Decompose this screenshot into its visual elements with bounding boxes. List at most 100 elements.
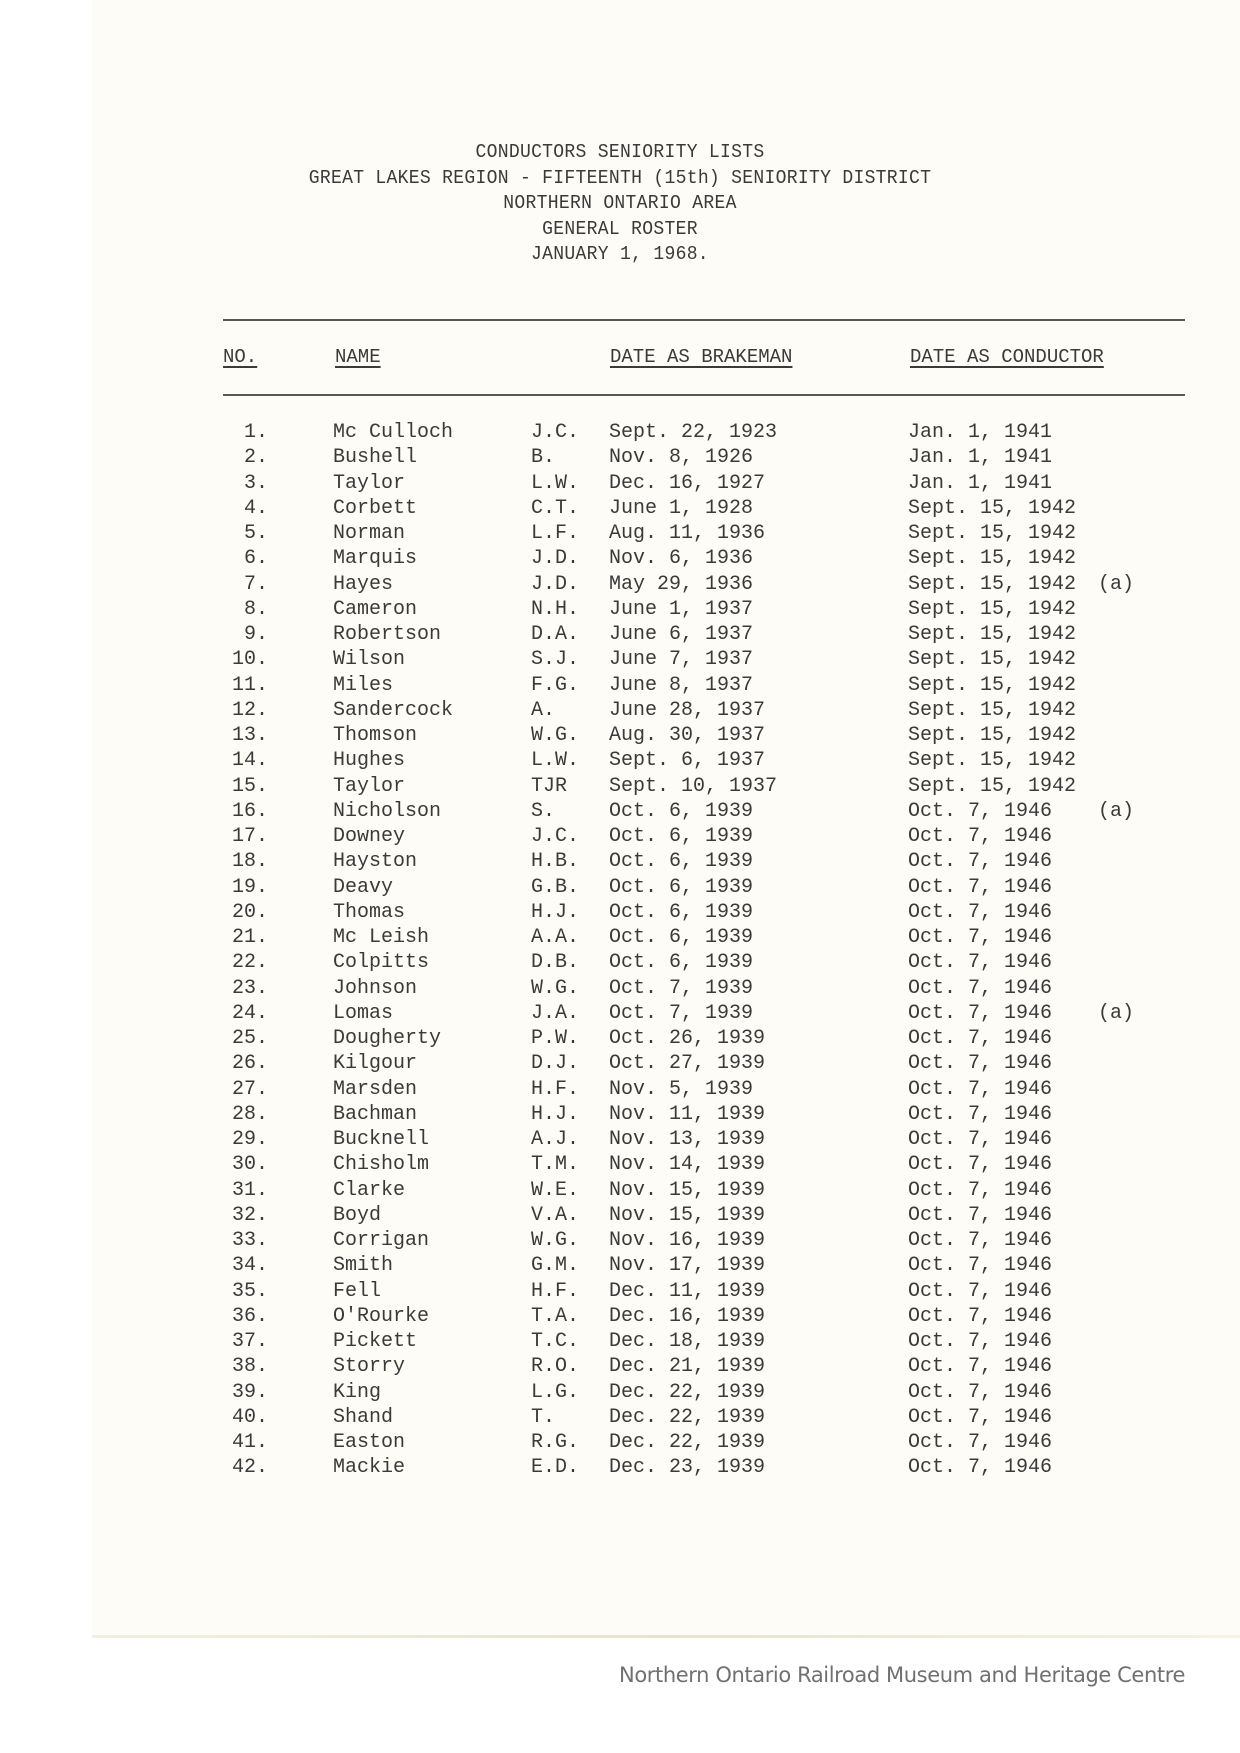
row-initials: J.A. (531, 1001, 580, 1025)
row-initials: W.E. (531, 1178, 580, 1202)
column-header-conductor: DATE AS CONDUCTOR (910, 346, 1104, 368)
row-initials: T.A. (531, 1304, 580, 1328)
row-date-brakeman: Oct. 7, 1939 (609, 1001, 754, 1025)
row-initials: W.G. (531, 1229, 580, 1252)
row-date-brakeman: Sept. 6, 1937 (609, 749, 766, 773)
row-initials: L.W. (531, 749, 580, 773)
table-row: 5. Norman L.F. Aug. 11, 1936 Sept. 15, 1942 (0, 521, 1240, 546)
row-date-brakeman: Dec. 11, 1939 (609, 1279, 766, 1303)
table-row: 3. Taylor L.W. Dec. 16, 1927 Jan. 1, 1941 (0, 471, 1240, 496)
table-row: 29. Bucknell A.J. Nov. 13, 1939 Oct. 7, 1946 (0, 1127, 1240, 1152)
row-initials: F.G. (531, 673, 580, 697)
row-date-conductor: Oct. 7, 1946 (908, 1153, 1053, 1177)
row-initials: D.A. (531, 623, 580, 646)
row-date-conductor: Oct. 7, 1946 (908, 825, 1053, 848)
row-date-conductor: Sept. 15, 1942 (908, 597, 1077, 621)
table-row: 34. Smith G.M. Nov. 17, 1939 Oct. 7, 1946 (0, 1253, 1240, 1278)
table-row: 6. Marquis J.D. Nov. 6, 1936 Sept. 15, 1942 (0, 546, 1240, 571)
row-name: Taylor (333, 774, 406, 798)
row-number: 37. (231, 1330, 268, 1353)
table-row: 28. Bachman H.J. Nov. 11, 1939 Oct. 7, 1946 (0, 1102, 1240, 1127)
row-name: Hayston (333, 850, 418, 874)
row-date-brakeman: June 7, 1937 (609, 648, 754, 672)
table-row: 27. Marsden H.F. Nov. 5, 1939 Oct. 7, 1946 (0, 1077, 1240, 1102)
row-initials: S.J. (531, 648, 580, 672)
table-row: 42. Mackie E.D. Dec. 23, 1939 Oct. 7, 1946 (0, 1455, 1240, 1480)
row-date-conductor: Sept. 15, 1942 (908, 522, 1077, 545)
row-initials: G.M. (531, 1254, 580, 1278)
row-date-brakeman: Aug. 30, 1937 (609, 724, 766, 747)
row-initials: W.G. (531, 724, 580, 747)
row-name: Bachman (333, 1102, 418, 1126)
header-rule (223, 394, 1185, 396)
title-date: JANUARY 1, 1968. (531, 243, 709, 265)
row-number: 23. (231, 976, 268, 1000)
row-initials: R.O. (531, 1355, 580, 1379)
row-date-conductor: Oct. 7, 1946 (908, 1229, 1053, 1252)
column-header-brakeman: DATE AS BRAKEMAN (610, 346, 793, 368)
row-number: 17. (231, 825, 268, 848)
row-initials: H.J. (531, 1102, 580, 1126)
row-name: Sandercock (333, 698, 454, 722)
table-row: 20. Thomas H.J. Oct. 6, 1939 Oct. 7, 1946 (0, 900, 1240, 925)
row-date-conductor: Oct. 7, 1946 (908, 875, 1053, 899)
row-date-brakeman: Nov. 14, 1939 (609, 1153, 766, 1177)
table-row: 1. Mc Culloch J.C. Sept. 22, 1923 Jan. 1, 19… (0, 420, 1240, 445)
table-row: 26. Kilgour D.J. Oct. 27, 1939 Oct. 7, 1946 (0, 1051, 1240, 1076)
row-date-conductor: Jan. 1, 1941 (908, 471, 1053, 495)
row-date-conductor: Sept. 15, 1942 (908, 673, 1077, 697)
row-name: Easton (333, 1431, 406, 1454)
table-row: 25. Dougherty P.W. Oct. 26, 1939 Oct. 7, 194… (0, 1026, 1240, 1051)
table-row: 16. Nicholson S. Oct. 6, 1939 Oct. 7, 1946 (a… (0, 799, 1240, 824)
row-date-conductor: Sept. 15, 1942 (908, 724, 1077, 747)
row-date-brakeman: June 1, 1937 (609, 597, 754, 621)
row-number: 34. (231, 1254, 268, 1278)
row-date-conductor: Jan. 1, 1941 (908, 421, 1053, 444)
row-number: 11. (231, 673, 268, 697)
row-initials: J.D. (531, 572, 580, 596)
table-row: 30. Chisholm T.M. Nov. 14, 1939 Oct. 7, 1946 (0, 1152, 1240, 1177)
row-date-conductor: Oct. 7, 1946 (908, 1027, 1053, 1050)
row-number: 32. (231, 1203, 268, 1227)
table-row: 23. Johnson W.G. Oct. 7, 1939 Oct. 7, 1946 (0, 976, 1240, 1001)
row-date-conductor: Oct. 7, 1946 (908, 1330, 1053, 1353)
row-initials: J.C. (531, 825, 580, 848)
row-note: (a) (1098, 1001, 1135, 1025)
table-row: 19. Deavy G.B. Oct. 6, 1939 Oct. 7, 1946 (0, 875, 1240, 900)
row-date-conductor: Oct. 7, 1946 (908, 951, 1053, 975)
row-name: Marquis (333, 547, 418, 571)
row-name: Shand (333, 1405, 394, 1429)
row-name: Johnson (333, 976, 418, 1000)
row-note: (a) (1098, 799, 1135, 823)
row-initials: H.F. (531, 1077, 580, 1101)
row-date-brakeman: Oct. 6, 1939 (609, 850, 754, 874)
row-date-conductor: Sept. 15, 1942 (908, 572, 1077, 596)
row-date-conductor: Oct. 7, 1946 (908, 1001, 1053, 1025)
row-initials: H.F. (531, 1279, 580, 1303)
table-row: 38. Storry R.O. Dec. 21, 1939 Oct. 7, 1946 (0, 1354, 1240, 1379)
row-name: Thomson (333, 724, 418, 747)
row-number: 13. (231, 724, 268, 747)
row-number: 30. (231, 1153, 268, 1177)
row-date-conductor: Sept. 15, 1942 (908, 698, 1077, 722)
row-date-conductor: Jan. 1, 1941 (908, 446, 1053, 470)
row-date-brakeman: June 8, 1937 (609, 673, 754, 697)
row-number: 19. (231, 875, 268, 899)
row-number: 41. (231, 1431, 268, 1454)
row-initials: T.M. (531, 1153, 580, 1177)
row-name: Storry (333, 1355, 406, 1379)
row-date-brakeman: Sept. 10, 1937 (609, 774, 778, 798)
row-initials: A.J. (531, 1128, 580, 1151)
row-date-brakeman: Oct. 6, 1939 (609, 825, 754, 848)
table-row: 9. Robertson D.A. June 6, 1937 Sept. 15, 194… (0, 622, 1240, 647)
row-name: Mc Leish (333, 926, 430, 949)
row-number: 40. (231, 1405, 268, 1429)
row-number: 27. (231, 1077, 268, 1101)
row-name: Thomas (333, 900, 406, 924)
row-number: 15. (231, 774, 268, 798)
table-row: 35. Fell H.F. Dec. 11, 1939 Oct. 7, 1946 (0, 1279, 1240, 1304)
row-initials: G.B. (531, 875, 580, 899)
row-number: 21. (231, 926, 268, 949)
row-date-conductor: Sept. 15, 1942 (908, 496, 1077, 520)
row-initials: H.B. (531, 850, 580, 874)
